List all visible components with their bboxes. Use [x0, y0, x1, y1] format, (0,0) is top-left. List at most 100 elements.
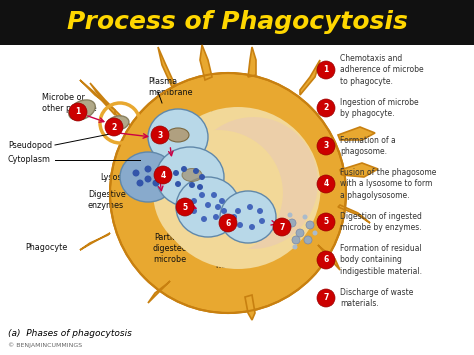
Polygon shape	[245, 295, 255, 320]
Circle shape	[273, 218, 291, 236]
Text: Phagolysosomes: Phagolysosomes	[225, 173, 292, 181]
Text: 2: 2	[323, 104, 328, 113]
Circle shape	[191, 198, 197, 204]
Polygon shape	[338, 127, 375, 140]
Text: 2: 2	[111, 122, 117, 131]
Text: Discharge of waste
materials.: Discharge of waste materials.	[340, 288, 413, 308]
Text: Partially
digested
microbe: Partially digested microbe	[153, 233, 187, 264]
Text: Plasma
membrane: Plasma membrane	[148, 77, 192, 97]
Circle shape	[221, 208, 227, 214]
Circle shape	[154, 166, 172, 184]
Polygon shape	[148, 281, 170, 303]
Circle shape	[304, 236, 312, 244]
Circle shape	[257, 208, 263, 214]
Circle shape	[199, 174, 205, 180]
Polygon shape	[340, 163, 378, 177]
Circle shape	[249, 224, 255, 230]
Ellipse shape	[69, 100, 95, 120]
Circle shape	[317, 137, 335, 155]
Text: Formation of residual
body containing
indigestible material.: Formation of residual body containing in…	[340, 244, 422, 275]
Text: 6: 6	[225, 218, 231, 228]
Circle shape	[306, 221, 314, 229]
Text: 4: 4	[323, 180, 328, 189]
Ellipse shape	[188, 117, 318, 249]
Circle shape	[247, 204, 253, 210]
Text: 5: 5	[182, 202, 188, 212]
Text: Fusion of the phagosome
with a lysosome to form
a phagolysosome.: Fusion of the phagosome with a lysosome …	[340, 168, 437, 200]
Circle shape	[145, 165, 152, 173]
Text: Chemotaxis and
adherence of microbe
to phagocyte.: Chemotaxis and adherence of microbe to p…	[340, 54, 424, 86]
Circle shape	[235, 208, 241, 214]
Polygon shape	[248, 47, 256, 77]
Circle shape	[317, 289, 335, 307]
Circle shape	[189, 182, 195, 188]
Ellipse shape	[153, 130, 283, 256]
Circle shape	[296, 229, 304, 237]
Circle shape	[317, 175, 335, 193]
Circle shape	[215, 204, 221, 210]
Ellipse shape	[156, 147, 224, 207]
Bar	[0, 45, 474, 355]
Text: 4: 4	[160, 170, 165, 180]
Text: Digestion of ingested
microbe by enzymes.: Digestion of ingested microbe by enzymes…	[340, 212, 422, 232]
Circle shape	[312, 230, 318, 235]
Circle shape	[317, 251, 335, 269]
Ellipse shape	[220, 191, 276, 243]
Circle shape	[175, 181, 181, 187]
Text: 3: 3	[323, 142, 328, 151]
Circle shape	[137, 180, 144, 186]
Circle shape	[259, 218, 265, 224]
Text: Cytoplasm: Cytoplasm	[8, 155, 51, 164]
Polygon shape	[300, 60, 320, 95]
Polygon shape	[200, 45, 212, 80]
Ellipse shape	[176, 177, 240, 237]
Circle shape	[213, 214, 219, 220]
Ellipse shape	[110, 73, 346, 313]
Circle shape	[219, 198, 225, 204]
Circle shape	[105, 118, 123, 136]
Text: 1: 1	[75, 108, 81, 116]
Circle shape	[156, 169, 164, 176]
Polygon shape	[80, 80, 115, 115]
Circle shape	[302, 214, 308, 219]
Text: Ingestion of microbe
by phagocyte.: Ingestion of microbe by phagocyte.	[340, 98, 419, 118]
Polygon shape	[338, 205, 370, 223]
Circle shape	[153, 180, 159, 186]
Circle shape	[199, 192, 205, 198]
Ellipse shape	[182, 169, 202, 181]
Circle shape	[145, 175, 152, 182]
Circle shape	[288, 213, 292, 218]
Circle shape	[201, 216, 207, 222]
Text: Formation of a
phagosome.: Formation of a phagosome.	[340, 136, 396, 156]
Circle shape	[231, 214, 237, 220]
Ellipse shape	[148, 109, 208, 165]
Text: 7: 7	[279, 223, 285, 231]
Ellipse shape	[107, 116, 129, 130]
Text: Pseudopod: Pseudopod	[8, 141, 52, 149]
Polygon shape	[80, 233, 110, 250]
Circle shape	[176, 198, 194, 216]
Text: Process of Phagocytosis: Process of Phagocytosis	[66, 10, 408, 34]
Text: Phagocyte: Phagocyte	[25, 242, 67, 251]
Circle shape	[219, 214, 237, 232]
Text: © BENJAMINCUMMINGS: © BENJAMINCUMMINGS	[8, 342, 82, 348]
Ellipse shape	[155, 107, 320, 269]
Polygon shape	[90, 83, 130, 125]
Ellipse shape	[167, 128, 189, 142]
Circle shape	[205, 202, 211, 208]
Circle shape	[317, 61, 335, 79]
Text: 5: 5	[323, 218, 328, 226]
Circle shape	[237, 222, 243, 228]
Polygon shape	[318, 245, 340, 270]
Text: Lysosome: Lysosome	[100, 173, 140, 181]
Circle shape	[133, 169, 139, 176]
Circle shape	[211, 192, 217, 198]
Circle shape	[181, 166, 187, 172]
Ellipse shape	[120, 152, 176, 202]
Text: (a)  Phases of phagocytosis: (a) Phases of phagocytosis	[8, 328, 132, 338]
Circle shape	[197, 184, 203, 190]
Text: Residual
body: Residual body	[268, 185, 302, 205]
Text: Indigestible
material: Indigestible material	[209, 250, 255, 270]
Circle shape	[317, 99, 335, 117]
Circle shape	[173, 170, 179, 176]
